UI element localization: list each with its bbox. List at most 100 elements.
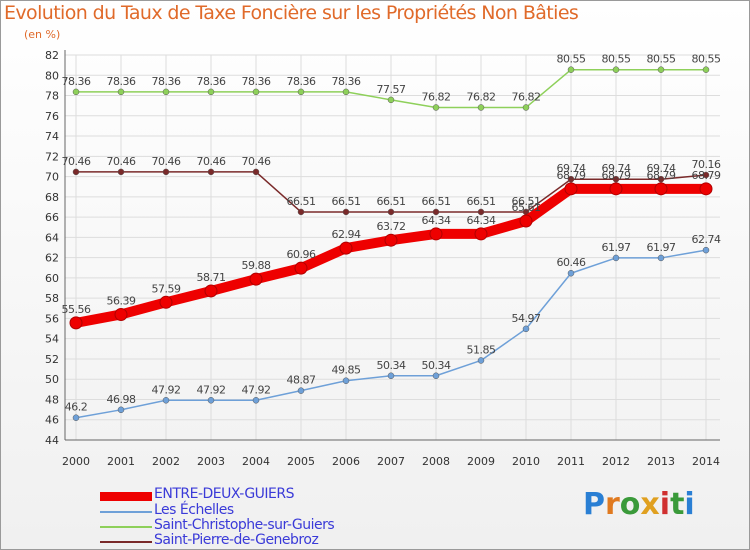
data-label: 47.92 [242, 383, 271, 396]
data-label: 69.74 [557, 162, 586, 175]
legend-label: Saint-Christophe-sur-Guiers [154, 517, 335, 533]
legend-swatch [100, 526, 152, 528]
data-label: 58.71 [197, 271, 226, 284]
data-point [159, 295, 173, 309]
data-point [249, 272, 263, 286]
data-point [477, 208, 485, 216]
x-tick-label: 2011 [557, 455, 585, 468]
data-label: 64.34 [467, 214, 496, 227]
data-point [522, 325, 530, 333]
data-point [702, 66, 710, 73]
data-point [72, 168, 80, 176]
y-tick-label: 76 [45, 110, 59, 123]
data-label: 69.74 [647, 162, 676, 175]
y-tick-label: 62 [45, 252, 59, 265]
data-point [342, 88, 350, 96]
x-tick-label: 2003 [197, 455, 225, 468]
data-point [564, 182, 578, 196]
y-tick-label: 60 [45, 272, 59, 285]
data-point [342, 377, 350, 384]
data-label: 78.36 [332, 75, 361, 88]
data-label: 66.51 [512, 195, 541, 208]
data-label: 68.79 [557, 169, 586, 182]
data-point [72, 414, 80, 421]
x-tick-label: 2007 [377, 455, 405, 468]
data-point [297, 208, 305, 216]
data-point [567, 66, 575, 73]
data-label: 80.55 [692, 53, 721, 66]
data-label: 63.72 [377, 220, 406, 233]
data-point [204, 284, 218, 298]
data-label: 80.55 [602, 53, 631, 66]
data-label: 78.36 [62, 75, 91, 88]
data-point [117, 168, 125, 176]
legend-label: Saint-Pierre-de-Genebroz [154, 532, 319, 548]
data-point [252, 397, 260, 404]
data-label: 76.82 [422, 90, 451, 103]
data-label: 62.94 [332, 228, 361, 241]
data-point [612, 254, 620, 262]
data-point [609, 182, 623, 196]
data-label: 60.96 [287, 248, 316, 261]
data-point [657, 175, 665, 183]
data-point [432, 104, 440, 111]
data-point [117, 88, 125, 96]
y-tick-label: 64 [45, 231, 59, 244]
y-tick-label: 44 [45, 434, 59, 447]
data-point [657, 66, 665, 73]
data-point [612, 66, 620, 73]
x-tick-label: 2001 [107, 455, 135, 468]
x-tick-label: 2013 [647, 455, 675, 468]
y-tick-label: 78 [45, 90, 59, 103]
data-point [252, 168, 260, 176]
data-point [567, 269, 575, 277]
data-point [162, 397, 170, 404]
data-point [114, 307, 128, 321]
chart-subtitle: (en %) [24, 28, 61, 41]
data-label: 78.36 [152, 75, 181, 88]
data-label: 62.74 [692, 233, 721, 246]
legend-item-les-echelles: Les Échelles [100, 502, 420, 520]
data-point [117, 406, 125, 414]
data-label: 59.88 [242, 259, 271, 272]
x-tick-label: 2006 [332, 455, 360, 468]
legend-item-saint-pierre: Saint-Pierre-de-Genebroz [100, 532, 420, 550]
x-tick-label: 2014 [692, 455, 720, 468]
data-point [162, 88, 170, 96]
data-label: 70.46 [152, 155, 181, 168]
y-tick-label: 70 [45, 171, 59, 184]
data-label: 51.85 [467, 343, 496, 356]
chart-title: Evolution du Taux de Taxe Foncière sur l… [4, 2, 579, 24]
data-label: 56.39 [107, 294, 136, 307]
x-tick-label: 2010 [512, 455, 540, 468]
data-point [297, 88, 305, 96]
x-tick-label: 2009 [467, 455, 495, 468]
x-tick-label: 2002 [152, 455, 180, 468]
data-point [69, 316, 83, 330]
data-label: 48.87 [287, 374, 316, 387]
y-tick-label: 56 [45, 312, 59, 325]
data-label: 76.82 [512, 90, 541, 103]
data-label: 77.57 [377, 83, 406, 96]
data-point [477, 357, 485, 364]
data-point [429, 227, 443, 241]
legend-swatch [100, 541, 152, 543]
data-label: 47.92 [197, 383, 226, 396]
data-point [567, 175, 575, 183]
y-tick-label: 66 [45, 211, 59, 224]
data-label: 46.2 [65, 401, 88, 414]
data-point [297, 387, 305, 394]
data-label: 80.55 [647, 53, 676, 66]
data-point [699, 182, 713, 196]
data-label: 76.82 [467, 90, 496, 103]
y-tick-label: 48 [45, 393, 59, 406]
data-point [657, 254, 665, 262]
proxiti-logo: Proxiti [583, 487, 695, 522]
data-label: 61.97 [647, 241, 676, 254]
y-tick-label: 46 [45, 414, 59, 427]
data-label: 68.79 [602, 169, 631, 182]
data-point [522, 104, 530, 111]
data-point [702, 171, 710, 179]
data-label: 80.55 [557, 53, 586, 66]
data-label: 50.34 [377, 359, 406, 372]
